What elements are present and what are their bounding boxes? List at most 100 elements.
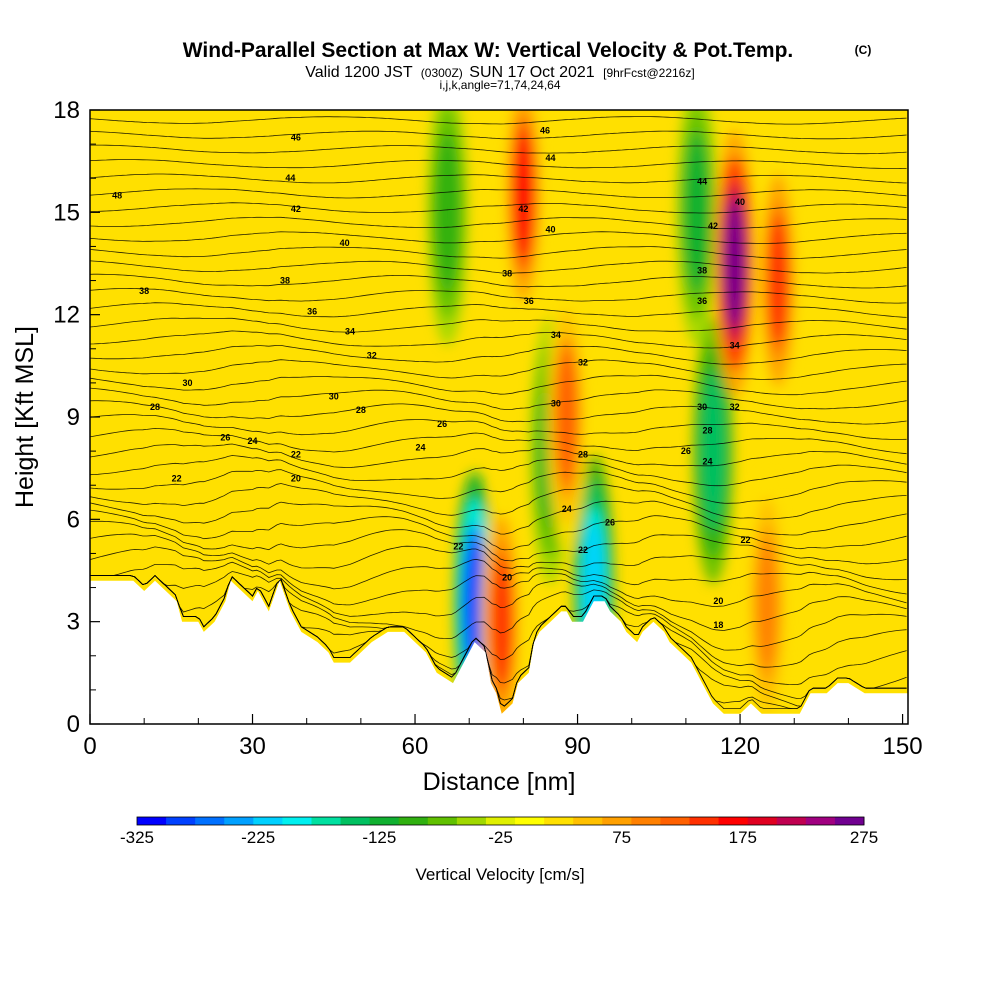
isentrope-23 bbox=[90, 359, 907, 380]
isentrope-6 bbox=[90, 575, 907, 651]
colorbar-swatch-23 bbox=[805, 817, 836, 825]
theta-label-18: 22 bbox=[291, 450, 301, 460]
colorbar-tick-label-5: 175 bbox=[729, 828, 757, 847]
theta-label-29: 30 bbox=[551, 398, 561, 408]
isentrope-29 bbox=[90, 273, 907, 289]
isentrope-40 bbox=[90, 116, 907, 125]
theta-label-10: 30 bbox=[183, 378, 193, 388]
theta-label-15: 26 bbox=[437, 419, 447, 429]
isentrope-21 bbox=[90, 387, 907, 410]
theta-label-3: 42 bbox=[291, 204, 301, 214]
colorbar-swatch-0 bbox=[137, 817, 167, 825]
updraft-core-3-3 bbox=[491, 556, 513, 687]
isentrope-19 bbox=[90, 414, 907, 440]
theta-label-32: 26 bbox=[605, 518, 615, 528]
theta-label-21: 46 bbox=[540, 125, 550, 135]
isentrope-35 bbox=[90, 188, 907, 199]
theta-label-14: 26 bbox=[220, 432, 230, 442]
isentrope-11 bbox=[90, 520, 907, 565]
theta-label-19: 22 bbox=[172, 473, 182, 483]
isentrope-32 bbox=[90, 231, 907, 244]
theta-label-48: 20 bbox=[713, 596, 723, 606]
theta-label-7: 36 bbox=[307, 306, 317, 316]
theta-label-23: 42 bbox=[518, 204, 528, 214]
theta-label-41: 34 bbox=[730, 340, 740, 350]
x-axis: 0 30 60 90 120 150 bbox=[83, 714, 923, 760]
colorbar-frame bbox=[136, 816, 865, 826]
isentrope-16 bbox=[90, 455, 907, 487]
updraft-core-0-3 bbox=[512, 130, 534, 261]
colorbar-swatch-7 bbox=[340, 817, 371, 825]
isentrope-36 bbox=[90, 173, 907, 184]
colorbar-swatch-20 bbox=[718, 817, 749, 825]
isentrope-9 bbox=[90, 546, 907, 595]
downdraft-core-0-3 bbox=[464, 539, 486, 670]
isentrope-37 bbox=[90, 159, 907, 169]
colorbar-swatch-14 bbox=[544, 817, 574, 825]
theta-label-6: 38 bbox=[280, 276, 290, 286]
theta-label-34: 22 bbox=[578, 545, 588, 555]
theta-label-39: 38 bbox=[697, 265, 707, 275]
y-axis-title: Height [Kft MSL] bbox=[11, 326, 39, 508]
colorbar-swatch-3 bbox=[224, 817, 254, 825]
theta-label-22: 44 bbox=[545, 153, 555, 163]
isentrope-33 bbox=[90, 216, 907, 229]
x-axis-title: Distance [nm] bbox=[423, 768, 576, 796]
isentrope-26 bbox=[90, 317, 907, 333]
theta-label-13: 28 bbox=[356, 405, 366, 415]
isentrope-18 bbox=[90, 427, 907, 455]
colorbar-swatch-5 bbox=[282, 817, 312, 825]
colorbar-swatch-24 bbox=[834, 817, 865, 825]
valid-date: SUN 17 Oct 2021 bbox=[469, 64, 595, 81]
updraft-core-4-3 bbox=[556, 352, 578, 482]
isentrope-41 bbox=[90, 102, 907, 109]
y-tick-label-0: 0 bbox=[67, 711, 80, 738]
theta-label-0: 48 bbox=[112, 190, 122, 200]
theta-label-31: 24 bbox=[562, 504, 572, 514]
theta-label-33: 22 bbox=[453, 542, 463, 552]
colorbar-tick-label-2: -125 bbox=[362, 828, 396, 847]
y-axis: 0 3 6 9 12 15 18 bbox=[53, 97, 100, 738]
theta-label-38: 40 bbox=[735, 197, 745, 207]
theta-label-27: 34 bbox=[551, 330, 561, 340]
y-tick-label-2: 6 bbox=[67, 506, 80, 533]
theta-label-40: 36 bbox=[697, 296, 707, 306]
theta-label-8: 34 bbox=[345, 327, 355, 337]
isentrope-13 bbox=[90, 500, 907, 536]
downdraft-core-4-3 bbox=[436, 147, 459, 278]
isentrope-27 bbox=[90, 302, 907, 318]
colorbar-swatch-2 bbox=[195, 817, 225, 825]
isentrope-14 bbox=[90, 483, 907, 520]
theta-label-16: 24 bbox=[248, 436, 258, 446]
colorbar-swatch-18 bbox=[660, 817, 691, 825]
theta-contour-labels: 48 46 44 42 40 38 38 36 34 32 30 30 28 28 26 26 24 24 22 22… bbox=[112, 125, 750, 630]
copyright-mark: (C) bbox=[855, 43, 872, 57]
y-tick-label-3: 9 bbox=[67, 404, 80, 431]
terrain-mask bbox=[90, 580, 908, 724]
theta-label-17: 24 bbox=[415, 443, 425, 453]
isentrope-22 bbox=[90, 374, 907, 396]
theta-label-11: 30 bbox=[329, 392, 339, 402]
y-tick-label-5: 15 bbox=[53, 199, 80, 226]
isentrope-7 bbox=[90, 571, 907, 631]
colorbar-swatch-1 bbox=[166, 817, 196, 825]
valid-prefix: Valid 1200 JST bbox=[305, 64, 413, 81]
theta-label-36: 44 bbox=[697, 177, 707, 187]
updraft-core-5-3 bbox=[756, 539, 778, 670]
theta-label-35: 20 bbox=[502, 572, 512, 582]
x-tick-label-0: 0 bbox=[83, 733, 96, 760]
theta-label-28: 32 bbox=[578, 357, 588, 367]
chart-title: Wind-Parallel Section at Max W: Vertical… bbox=[183, 39, 794, 62]
x-tick-label-2: 60 bbox=[402, 733, 429, 760]
downdraft-core-2-3 bbox=[702, 386, 724, 517]
colorbar-swatch-19 bbox=[689, 817, 720, 825]
colorbar-tick-label-4: 75 bbox=[612, 828, 631, 847]
theta-label-43: 30 bbox=[697, 402, 707, 412]
updraft-core-1-3 bbox=[724, 198, 746, 329]
theta-label-12: 28 bbox=[150, 402, 160, 412]
theta-label-30: 28 bbox=[578, 450, 588, 460]
isentrope-30 bbox=[90, 260, 907, 274]
isentrope-25 bbox=[90, 330, 907, 349]
colorbar-swatch-15 bbox=[573, 817, 603, 825]
